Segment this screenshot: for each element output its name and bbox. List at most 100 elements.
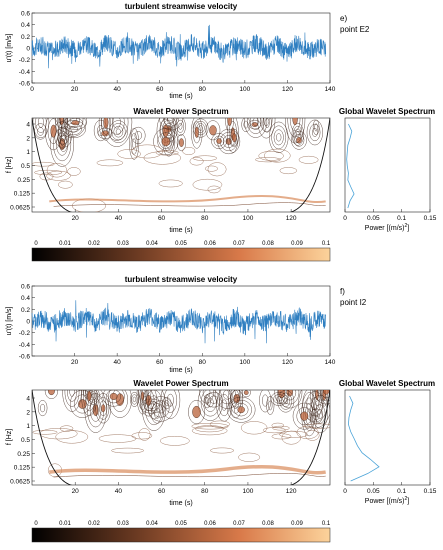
- contour: [221, 399, 227, 411]
- x-tick-label: 120: [286, 488, 297, 495]
- gws-e-xlabel-end: ]: [407, 225, 409, 232]
- x-tick-label: 80: [201, 488, 209, 495]
- contour: [53, 473, 326, 478]
- gws-e-xlabel: Power [(m/s)2]: [365, 223, 409, 232]
- ts-e-yticks: 0.6 0.4 0.2 0 -0.2 -0.4 -0.6: [19, 11, 35, 88]
- contour: [97, 396, 110, 420]
- colorbar-tick-label: 0.01: [59, 521, 71, 527]
- wps-e-title: Wavelet Power Spectrum: [133, 107, 228, 116]
- contour: [102, 390, 125, 407]
- colorbar-tick-label: 0.1: [322, 241, 331, 247]
- contour: [131, 394, 138, 405]
- contour: [244, 118, 268, 138]
- contour: [112, 118, 121, 129]
- contour: [271, 422, 285, 429]
- wps-f-contours: [32, 390, 330, 485]
- contour: [303, 423, 330, 429]
- colorbar-tick-label: 0: [34, 521, 38, 527]
- contour: [143, 151, 181, 165]
- contour: [276, 133, 282, 142]
- y-tick-label: 0.0625: [10, 479, 30, 486]
- colorbar-tick-label: 0.09: [291, 521, 303, 527]
- contour: [302, 390, 328, 423]
- contour: [230, 399, 252, 420]
- contour: [292, 118, 298, 126]
- contour: [62, 390, 82, 412]
- contour: [138, 428, 151, 441]
- contour: [90, 398, 102, 422]
- contour: [45, 118, 62, 151]
- contour: [57, 120, 69, 152]
- contour: [260, 118, 273, 133]
- contour: [159, 118, 183, 131]
- contour: [87, 390, 92, 402]
- y-tick-label: 0.4: [21, 22, 30, 29]
- contour: [270, 392, 288, 406]
- contour: [132, 138, 136, 150]
- y-tick-label: 0.2: [21, 307, 30, 314]
- contour: [309, 395, 330, 434]
- panel-f-label: f): [340, 287, 345, 296]
- colorbar-tick-label: 0.05: [175, 521, 187, 527]
- colorbar-tick-label: 0.09: [291, 241, 303, 247]
- y-tick-label: 0.6: [21, 284, 30, 291]
- contour: [202, 390, 211, 398]
- y-tick-label: 0: [26, 319, 30, 326]
- contour: [209, 125, 217, 136]
- contour: [53, 127, 72, 162]
- ts-f-ylabel: u'(t) [m/s]: [6, 306, 13, 335]
- contour: [233, 394, 238, 405]
- contour: [248, 119, 261, 130]
- colorbar-tick-label: 0.03: [117, 521, 129, 527]
- contour: [268, 400, 273, 411]
- gws-e-xlabel-sup: 2: [404, 223, 407, 229]
- contour: [191, 118, 203, 149]
- colorbar-f: [31, 527, 331, 543]
- contour: [195, 425, 224, 433]
- contour: [117, 149, 141, 159]
- y-tick-label: 1: [26, 423, 30, 430]
- contour: [251, 122, 258, 127]
- contour: [50, 121, 74, 167]
- contour: [47, 118, 60, 144]
- x-tick-label: 40: [114, 359, 122, 366]
- y-tick-label: -0.4: [19, 342, 31, 349]
- y-tick-label: -0.6: [19, 81, 31, 88]
- x-tick-label: 100: [243, 488, 254, 495]
- contour: [111, 123, 126, 141]
- contour: [296, 137, 302, 144]
- contour: [60, 118, 87, 137]
- y-tick-label: 0.125: [14, 465, 31, 472]
- wps-e-yticks: 4 2 1 0.5 0.25 0.125 0.0625: [10, 122, 35, 212]
- contour: [227, 118, 232, 126]
- contour: [95, 393, 112, 424]
- gws-f-xlabel-sup: 2: [404, 496, 407, 502]
- contour: [69, 390, 75, 397]
- ts-e-xlabel: time (s): [169, 93, 192, 100]
- contour: [189, 157, 204, 166]
- contour: [296, 407, 313, 426]
- contour: [46, 170, 71, 181]
- contour: [34, 169, 62, 176]
- wps-e-xticks: 20 40 60 80 100 120: [72, 209, 297, 222]
- gws-e-title: Global Wavelet Spectrum: [339, 107, 435, 116]
- contour: [205, 120, 221, 141]
- contour: [320, 390, 330, 398]
- contour: [141, 390, 167, 431]
- contour: [266, 396, 275, 415]
- contour: [69, 390, 95, 418]
- x-tick-label: 100: [239, 359, 250, 366]
- contour: [192, 121, 201, 144]
- contour: [287, 118, 303, 138]
- contour: [231, 390, 240, 409]
- colorbar-e: [31, 247, 331, 262]
- contour: [44, 390, 59, 399]
- x-tick-label: 0.1: [397, 488, 406, 495]
- y-tick-label: 0.0625: [10, 205, 30, 212]
- contour: [281, 395, 291, 407]
- contour: [48, 390, 55, 396]
- y-tick-label: 0.5: [21, 437, 30, 444]
- gws-f-title: Global Wavelet Spectrum: [339, 379, 435, 388]
- contour: [263, 118, 270, 126]
- panel-e-label: e): [340, 14, 347, 23]
